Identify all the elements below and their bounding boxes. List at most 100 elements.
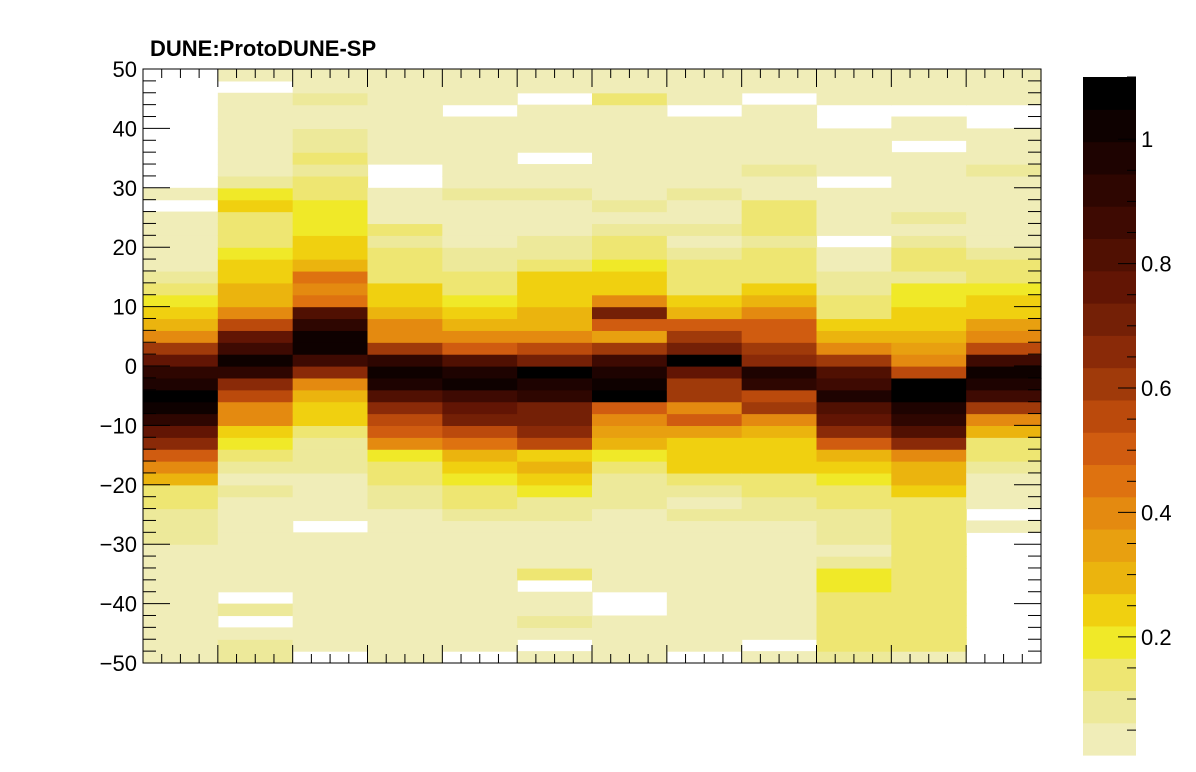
heatmap-cell <box>143 591 219 605</box>
heatmap-cell <box>292 223 369 236</box>
heatmap-cell <box>517 140 593 153</box>
heatmap-cell <box>442 354 518 367</box>
heatmap-cell <box>816 330 892 343</box>
heatmap-cell <box>517 496 593 510</box>
heatmap-cell <box>666 437 743 450</box>
heatmap-cell <box>367 627 443 640</box>
heatmap-cell <box>592 366 668 379</box>
heatmap-cell <box>741 164 818 177</box>
heatmap-cell <box>816 318 892 331</box>
heatmap-cell <box>666 556 743 569</box>
heatmap-cell <box>442 235 518 248</box>
heatmap-cell <box>891 318 967 331</box>
heatmap-cell <box>816 532 892 545</box>
heatmap-cell <box>292 449 369 462</box>
heatmap-cell <box>891 80 967 94</box>
heatmap-cell <box>517 591 593 605</box>
heatmap-cell <box>891 579 967 593</box>
heatmap-cell <box>741 615 818 628</box>
heatmap-cell <box>217 104 294 118</box>
heatmap-cell <box>217 259 294 272</box>
heatmap-cell <box>966 472 1042 486</box>
heatmap-cell <box>891 461 967 474</box>
heatmap-cell <box>217 472 294 486</box>
heatmap-cell <box>741 128 818 141</box>
palette-tick-label: 0.4 <box>1141 500 1172 525</box>
heatmap-cell <box>292 282 369 296</box>
heatmap-cell <box>741 318 818 331</box>
y-tick-label: −10 <box>100 413 137 438</box>
heatmap-cell <box>292 496 369 510</box>
heatmap-cell <box>217 318 294 331</box>
heatmap-cell <box>292 259 369 272</box>
heatmap-cell <box>217 556 294 569</box>
heatmap-cell <box>517 508 593 522</box>
heatmap-cell <box>891 639 967 652</box>
palette-color-band <box>1083 206 1136 240</box>
heatmap-cell <box>816 223 892 236</box>
heatmap-cell <box>217 532 294 545</box>
heatmap-cell <box>143 377 219 391</box>
heatmap-cell <box>292 377 369 391</box>
heatmap-cell <box>517 366 593 379</box>
heatmap-cell <box>666 270 743 284</box>
heatmap-cell <box>741 223 818 236</box>
heatmap-cell <box>517 175 593 189</box>
heatmap-cell <box>442 484 518 498</box>
heatmap-cell <box>217 306 294 320</box>
heatmap-cell <box>217 377 294 391</box>
heatmap-cell <box>966 140 1042 153</box>
heatmap-cell <box>217 567 294 581</box>
heatmap-cell <box>292 639 369 652</box>
heatmap-cell <box>517 437 593 450</box>
heatmap-cell <box>816 270 892 284</box>
palette-tick-label: 0.8 <box>1141 252 1172 277</box>
heatmap-cell <box>816 92 892 106</box>
heatmap-cell <box>741 449 818 462</box>
heatmap-cell <box>367 508 443 522</box>
heatmap-cell <box>592 461 668 474</box>
heatmap-cell <box>292 306 369 320</box>
heatmap-cell <box>442 330 518 343</box>
heatmap-cell <box>666 532 743 545</box>
heatmap-cell <box>966 294 1042 308</box>
heatmap-cell <box>666 342 743 355</box>
heatmap-cell <box>966 152 1042 165</box>
heatmap-cell <box>592 152 668 165</box>
heatmap-cell <box>891 484 967 498</box>
heatmap-cell <box>891 389 967 403</box>
heatmap-cell <box>517 627 593 640</box>
heatmap-cell <box>217 92 294 106</box>
heatmap-cell <box>442 401 518 415</box>
heatmap-cell <box>442 259 518 272</box>
heatmap-cell <box>966 318 1042 331</box>
heatmap-cell <box>367 579 443 593</box>
heatmap-cell <box>666 152 743 165</box>
palette-axis-tick-labels: 0.2 0.4 0.6 0.8 1 <box>1141 127 1172 650</box>
heatmap-cell <box>442 140 518 153</box>
heatmap-cell <box>966 389 1042 403</box>
heatmap-cell <box>666 199 743 213</box>
heatmap-cell <box>143 556 219 569</box>
heatmap-cell <box>966 282 1042 296</box>
heatmap-cell <box>891 342 967 355</box>
heatmap-cell <box>517 567 593 581</box>
heatmap-cell <box>442 520 518 533</box>
heatmap-cell <box>292 211 369 225</box>
heatmap-cell <box>592 80 668 94</box>
heatmap-cell <box>367 603 443 617</box>
heatmap-cell <box>367 366 443 379</box>
heatmap-cell <box>666 639 743 652</box>
heatmap-cell <box>517 532 593 545</box>
heatmap-cell <box>442 532 518 545</box>
heatmap-cell <box>741 377 818 391</box>
heatmap-cell <box>741 80 818 94</box>
heatmap-cell <box>217 116 294 129</box>
heatmap-cell <box>367 377 443 391</box>
heatmap-cell <box>367 259 443 272</box>
heatmap-cell <box>517 354 593 367</box>
heatmap-cell <box>217 247 294 260</box>
heatmap-cell <box>966 437 1042 450</box>
heatmap-cell <box>966 175 1042 189</box>
heatmap-cell <box>292 556 369 569</box>
